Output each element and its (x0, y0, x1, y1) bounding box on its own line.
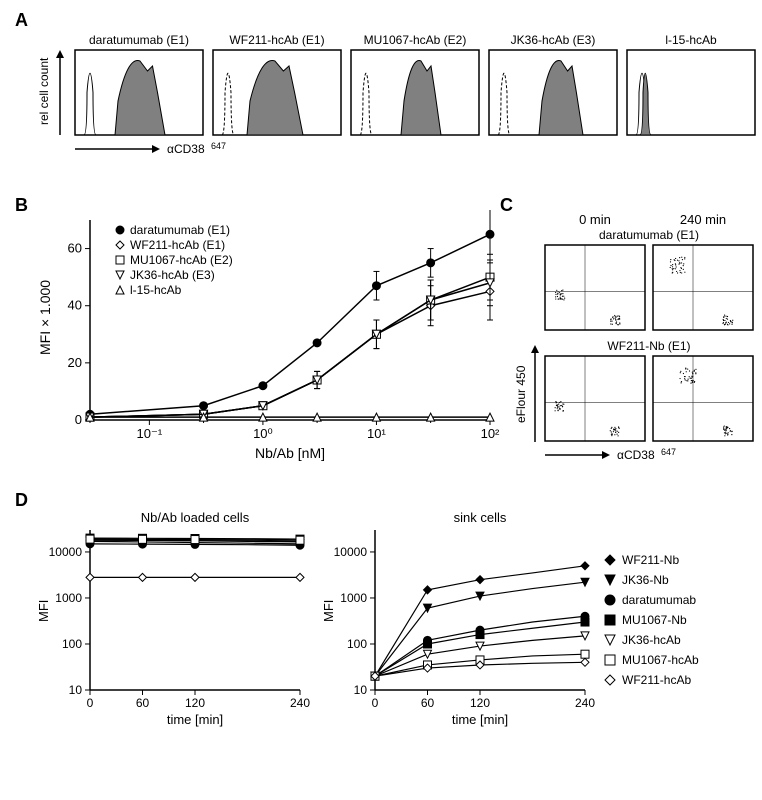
svg-text:20: 20 (68, 355, 82, 370)
svg-text:daratumumab (E1): daratumumab (E1) (89, 33, 189, 47)
svg-text:JK36-Nb: JK36-Nb (622, 573, 669, 587)
svg-text:time [min]: time [min] (167, 712, 223, 727)
svg-text:1000: 1000 (340, 591, 367, 605)
panel-a-label: A (15, 10, 28, 30)
panel-d-container: Nb/Ab loaded cells1010010001000006012024… (30, 505, 760, 755)
svg-text:αCD38: αCD38 (617, 448, 655, 462)
svg-text:daratumumab: daratumumab (622, 593, 696, 607)
svg-text:120: 120 (470, 696, 490, 710)
svg-text:10000: 10000 (334, 545, 368, 559)
svg-text:Nb/Ab [nM]: Nb/Ab [nM] (255, 445, 325, 461)
svg-text:10¹: 10¹ (367, 426, 386, 441)
panel-c-container: 0 min 240 mindaratumumab (E1) WF211-Nb (E1… (510, 210, 760, 480)
svg-text:647: 647 (211, 141, 226, 151)
svg-text:10⁻¹: 10⁻¹ (137, 426, 163, 441)
svg-text:daratumumab (E1): daratumumab (E1) (130, 223, 230, 237)
svg-text:WF211-Nb: WF211-Nb (622, 553, 679, 567)
svg-text:daratumumab (E1): daratumumab (E1) (599, 228, 699, 242)
svg-text:WF211-hcAb: WF211-hcAb (622, 673, 691, 687)
svg-text:MU1067-hcAb (E2): MU1067-hcAb (E2) (130, 253, 233, 267)
svg-text:10000: 10000 (49, 545, 83, 559)
svg-text:MU1067-Nb: MU1067-Nb (622, 613, 687, 627)
svg-text:120: 120 (185, 696, 205, 710)
svg-text:time [min]: time [min] (452, 712, 508, 727)
svg-text:l-15-hcAb: l-15-hcAb (130, 283, 182, 297)
svg-text:40: 40 (68, 298, 82, 313)
svg-text:WF211-Nb (E1): WF211-Nb (E1) (607, 339, 690, 353)
svg-text:240 min: 240 min (680, 212, 726, 227)
svg-text:60: 60 (136, 696, 150, 710)
panel-d-label: D (15, 490, 28, 510)
svg-text:rel cell count: rel cell count (37, 57, 51, 125)
svg-text:MFI × 1.000: MFI × 1.000 (37, 280, 53, 355)
panel-b-label: B (15, 195, 28, 215)
svg-text:100: 100 (62, 637, 82, 651)
svg-text:eFlour 450: eFlour 450 (514, 365, 528, 423)
svg-text:Nb/Ab loaded cells: Nb/Ab loaded cells (141, 510, 250, 525)
panel-b-container: 0 20 40 60 10⁻¹ 10⁰ 10¹ 10² MFI × 1.000 Nb/Ab [nM… (30, 210, 500, 470)
svg-text:10²: 10² (481, 426, 500, 441)
svg-text:l-15-hcAb: l-15-hcAb (665, 33, 717, 47)
svg-text:10⁰: 10⁰ (253, 426, 273, 441)
svg-text:MFI: MFI (321, 600, 336, 622)
svg-text:240: 240 (575, 696, 595, 710)
svg-text:1000: 1000 (55, 591, 82, 605)
svg-text:MU1067-hcAb (E2): MU1067-hcAb (E2) (364, 33, 467, 47)
svg-text:60: 60 (421, 696, 435, 710)
svg-text:60: 60 (68, 241, 82, 256)
svg-text:100: 100 (347, 637, 367, 651)
svg-text:0: 0 (87, 696, 94, 710)
svg-text:JK36-hcAb (E3): JK36-hcAb (E3) (511, 33, 596, 47)
svg-text:WF211-hcAb (E1): WF211-hcAb (E1) (229, 33, 324, 47)
svg-text:αCD38: αCD38 (167, 142, 205, 156)
svg-text:0 min: 0 min (579, 212, 611, 227)
svg-text:WF211-hcAb (E1): WF211-hcAb (E1) (130, 238, 225, 252)
svg-text:647: 647 (661, 447, 676, 457)
panel-a-container: daratumumab (E1) WF211-hcAb (E1) MU1067-hc… (30, 30, 760, 180)
svg-text:10: 10 (354, 683, 368, 697)
svg-text:240: 240 (290, 696, 310, 710)
svg-text:0: 0 (75, 412, 82, 427)
svg-text:10: 10 (69, 683, 83, 697)
svg-text:MFI: MFI (36, 600, 51, 622)
svg-text:MU1067-hcAb: MU1067-hcAb (622, 653, 699, 667)
svg-text:0: 0 (372, 696, 379, 710)
svg-text:JK36-hcAb: JK36-hcAb (622, 633, 681, 647)
svg-text:sink cells: sink cells (454, 510, 507, 525)
svg-text:JK36-hcAb (E3): JK36-hcAb (E3) (130, 268, 215, 282)
